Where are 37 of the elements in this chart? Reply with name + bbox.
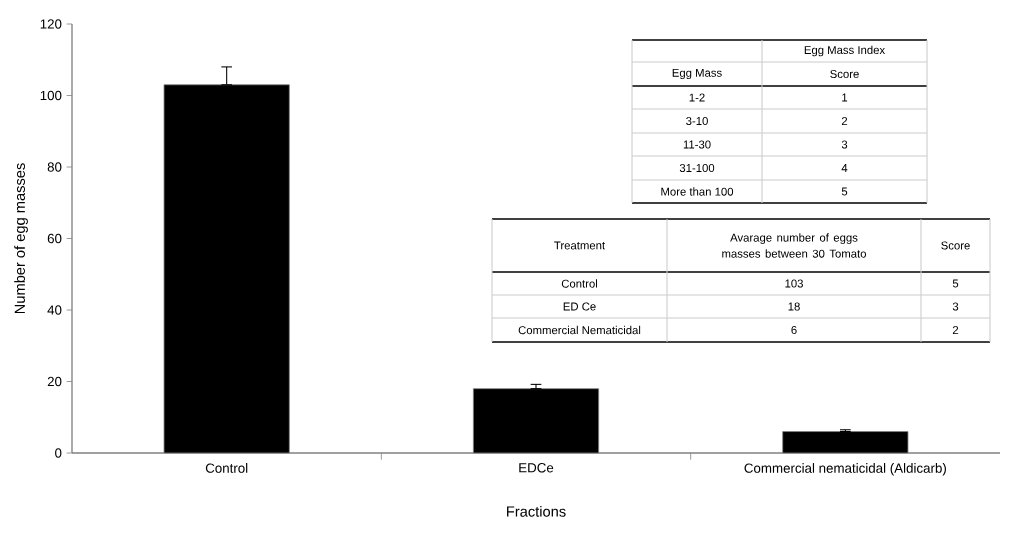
annotation: Control (561, 279, 598, 288)
y-tick-label: 40 (47, 305, 62, 315)
annotation: 31-100 (679, 164, 715, 173)
annotation: ED Ce (563, 302, 596, 311)
y-tick-label: 0 (55, 448, 62, 458)
annotation: 2 (841, 117, 848, 125)
y-axis-title: Number of egg masses (14, 163, 28, 314)
annotation: Score (830, 70, 859, 79)
annotation: 103 (785, 279, 803, 288)
annotation: 1-2 (689, 93, 705, 102)
y-tick-label: 80 (47, 162, 62, 172)
annotation: 6 (791, 326, 797, 335)
annotation: Egg Mass (672, 68, 722, 80)
y-tick-label: 120 (40, 19, 62, 29)
annotation: 3 (952, 302, 959, 311)
annotation: 11-30 (683, 140, 711, 149)
annotation: 3-10 (686, 117, 708, 126)
annotation: 18 (788, 302, 800, 311)
annotation: Egg Mass Index (804, 45, 885, 57)
annotation: Commercial Nematicidal (518, 325, 641, 335)
y-tick-label: 20 (47, 376, 62, 387)
annotation: 5 (952, 279, 959, 288)
annotation: 3 (841, 140, 848, 149)
y-tick-label: 100 (40, 90, 62, 101)
x-tick-label: Control (205, 463, 248, 473)
annotation: Avarage number of eggs masses between 30 Tomato (722, 233, 867, 258)
annotation: 5 (841, 187, 848, 196)
annotation: Score (941, 241, 970, 250)
annotation: More than 100 (661, 187, 734, 196)
x-tick-label: Commercial nematicidal (Aldicarb) (744, 463, 946, 476)
annotation: Treatment (554, 241, 606, 250)
annotation: 4 (841, 164, 848, 172)
y-tick-label: 60 (47, 233, 62, 244)
annotation: 2 (952, 326, 959, 334)
x-tick-label: EDCe (519, 463, 554, 473)
x-axis-title: Fractions (507, 505, 566, 517)
annotation: 1 (842, 93, 848, 102)
